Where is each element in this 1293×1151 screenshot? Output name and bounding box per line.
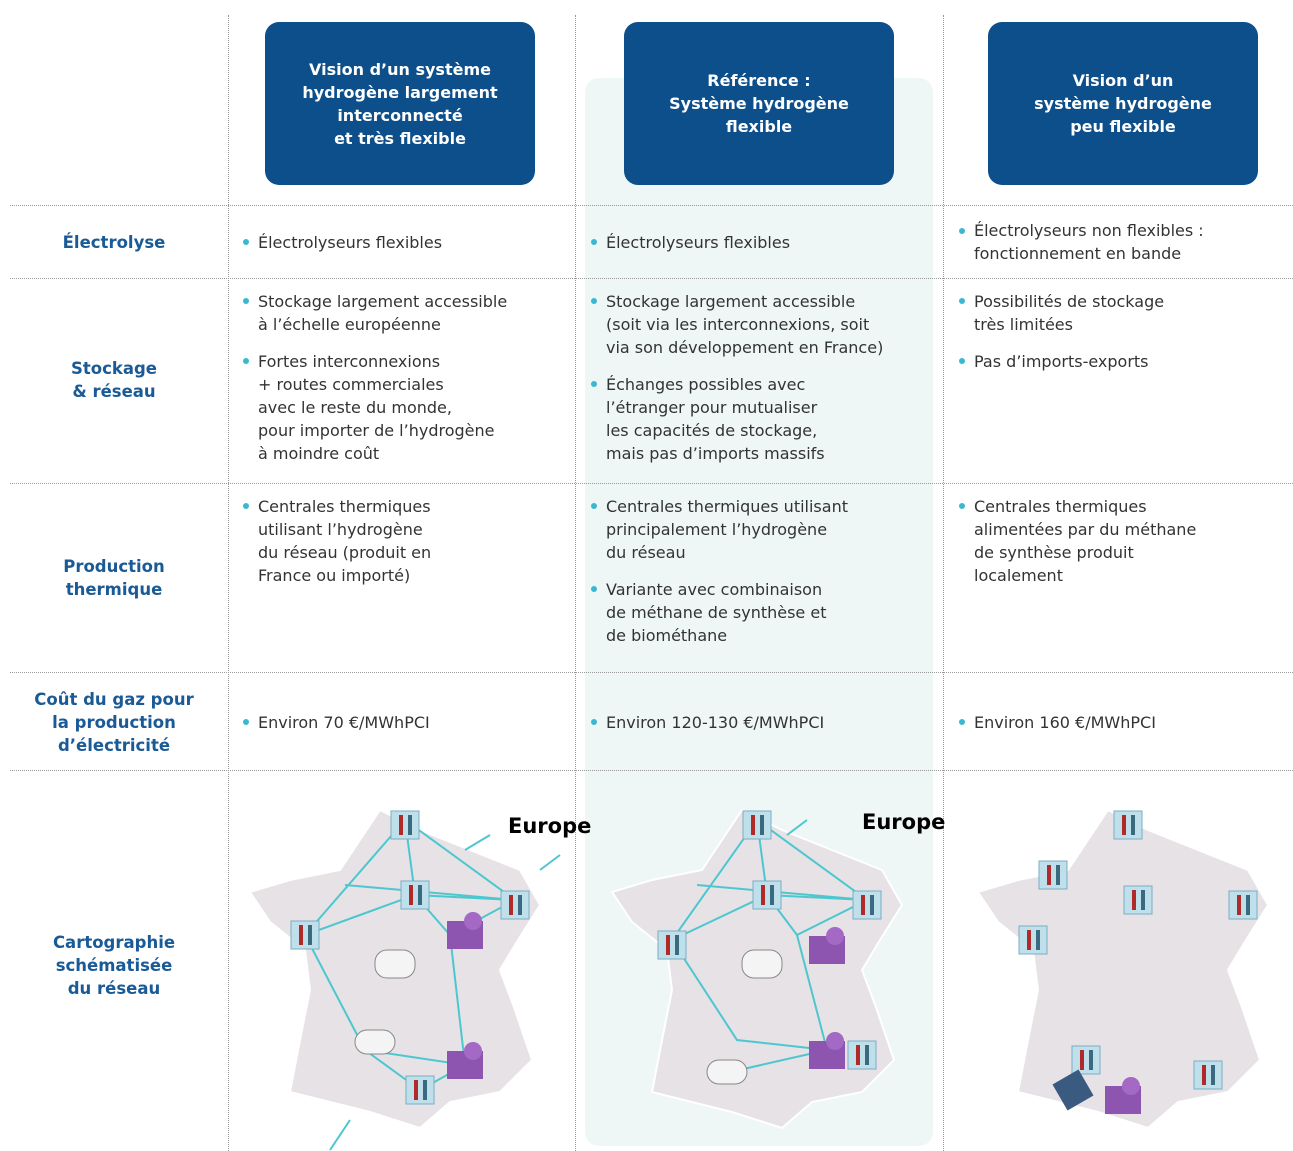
cell-text: à l’échelle européenne <box>258 314 441 334</box>
cell-text: de méthane de synthèse et <box>606 602 827 622</box>
cell-text: Électrolyseurs non flexibles : <box>974 221 1204 240</box>
cell-text: (soit via les interconnexions, soit <box>606 314 870 334</box>
header-line: Vision d’un <box>1072 71 1174 90</box>
cell-text: de biométhane <box>606 625 728 645</box>
bullet <box>243 298 249 304</box>
map-3 <box>977 809 1269 1129</box>
cell-text: Possibilités de stockage <box>974 291 1165 311</box>
header-line: et très flexible <box>334 128 466 148</box>
column-header: Vision d’un système hydrogène largement in… <box>265 22 535 185</box>
header-line: système hydrogène <box>1034 94 1212 113</box>
map-1 <box>249 809 561 1151</box>
bullet <box>591 381 597 387</box>
bullet <box>243 239 249 245</box>
divider <box>10 278 1293 279</box>
cell-text: Fortes interconnexions <box>258 351 441 371</box>
divider <box>228 15 229 1151</box>
cell-text: + routes commerciales <box>258 374 444 394</box>
cell-text: fonctionnement en bande <box>974 244 1182 263</box>
bullet <box>591 586 597 592</box>
cell-text: Électrolyseurs flexibles <box>258 232 443 252</box>
bullet <box>591 719 597 725</box>
header-line: Système hydrogène <box>669 94 849 113</box>
header-line: interconnecté <box>337 105 463 125</box>
cell-text: très limitées <box>974 314 1073 334</box>
cell-text: mais pas d’imports massifs <box>606 443 825 463</box>
divider <box>575 15 576 1151</box>
bullet <box>591 298 597 304</box>
bullet <box>959 719 965 725</box>
map-2 <box>611 809 903 1129</box>
cell-text: Électrolyseurs flexibles <box>606 232 791 252</box>
row-label: Production <box>63 557 165 576</box>
header-line: peu flexible <box>1070 117 1176 136</box>
cell-text: Stockage largement accessible <box>606 291 856 311</box>
bullet <box>591 239 597 245</box>
row-label: & réseau <box>72 382 156 401</box>
cell-text: Stockage largement accessible <box>258 291 508 311</box>
divider <box>10 483 1293 484</box>
row-label: la production <box>52 712 176 732</box>
row-label: Électrolyse <box>62 232 166 252</box>
bullet <box>959 298 965 304</box>
row-label: Coût du gaz pour <box>34 689 194 709</box>
divider <box>943 15 944 1151</box>
cell-text: via son développement en France) <box>606 337 884 357</box>
cell-text: Centrales thermiques <box>974 496 1147 516</box>
bullet <box>959 503 965 509</box>
cell-text: avec le reste du monde, <box>258 397 452 417</box>
header-line: Vision d’un système <box>309 59 491 79</box>
header-line: Référence : <box>707 71 811 90</box>
column-header: Référence : Système hydrogène flexible <box>624 22 894 185</box>
bullet <box>959 358 965 364</box>
cell-text: Centrales thermiques utilisant <box>606 496 848 516</box>
divider <box>10 770 1293 771</box>
row-label: d’électricité <box>57 735 171 755</box>
header-line: flexible <box>725 117 793 136</box>
row-label: du réseau <box>67 978 161 998</box>
cell-text: utilisant l’hydrogène <box>258 519 423 539</box>
divider <box>10 205 1293 206</box>
cell-text: les capacités de stockage, <box>606 420 818 440</box>
header-line: hydrogène largement <box>302 82 498 102</box>
cell-text: localement <box>974 565 1063 585</box>
bullet <box>243 503 249 509</box>
cell-text: Variante avec combinaison <box>606 579 823 599</box>
column-header: Vision d’un système hydrogène peu flexible <box>988 22 1258 185</box>
cell-text: Environ 120-130 €/MWhPCI <box>606 712 825 732</box>
map-label: Europe <box>508 814 591 838</box>
cell-text: l’étranger pour mutualiser <box>606 397 818 417</box>
cell-text: Échanges possibles avec <box>606 374 806 394</box>
cell-text: Centrales thermiques <box>258 496 431 516</box>
cell-text: Pas d’imports-exports <box>974 351 1149 371</box>
cell-text: du réseau <box>606 542 686 562</box>
bullet <box>243 358 249 364</box>
row-label: Cartographie <box>52 932 176 952</box>
cell-text: principalement l’hydrogène <box>606 519 828 539</box>
bullet <box>243 719 249 725</box>
cell-text: Environ 160 €/MWhPCI <box>974 712 1156 732</box>
cell-text: pour importer de l’hydrogène <box>258 420 495 440</box>
row-label: thermique <box>65 580 163 599</box>
cell-text: France ou importé) <box>258 565 411 585</box>
bullet <box>959 227 965 234</box>
bullet <box>591 503 597 509</box>
cell-text: alimentées par du méthane <box>974 519 1197 539</box>
cell-text: de synthèse produit <box>974 542 1134 562</box>
cell-text: Environ 70 €/MWhPCI <box>258 712 430 732</box>
cell-text: du réseau (produit en <box>258 542 432 562</box>
row-label: schématisée <box>55 955 173 975</box>
divider <box>10 672 1293 673</box>
row-label: Stockage <box>71 359 157 378</box>
cell-text: à moindre coût <box>258 443 380 463</box>
map-label: Europe <box>862 810 945 834</box>
